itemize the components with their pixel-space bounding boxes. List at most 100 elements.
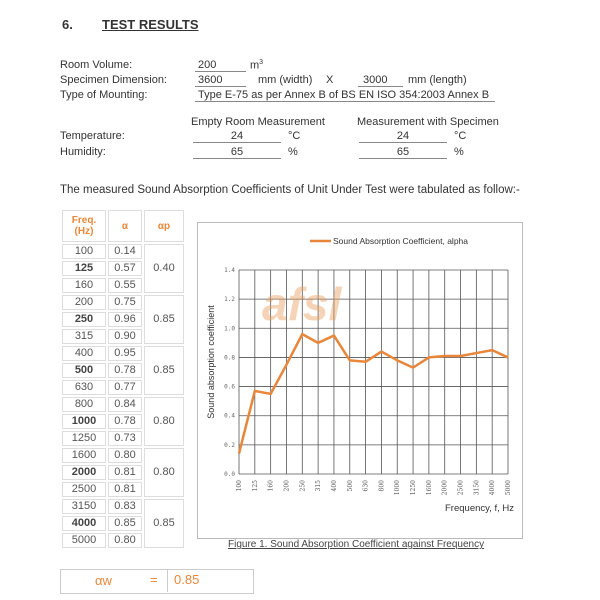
watermark-logo: afsl <box>262 278 342 330</box>
alpha-p-cell: 0.80 <box>144 448 184 497</box>
table-row: 200 0.75 0.85 <box>62 295 184 344</box>
table-row: 125 0.57 <box>62 261 184 276</box>
alpha-cell: 0.84 <box>108 397 142 412</box>
table-row: 1250 0.73 <box>62 431 184 446</box>
temperature-unit: °C <box>288 130 301 142</box>
specimen-width-unit: mm (width) <box>258 74 313 86</box>
alpha-cell: 0.78 <box>108 363 142 378</box>
freq-cell: 800 <box>62 397 106 412</box>
y-tick-label: 0.2 <box>224 442 235 449</box>
mounting-value: Type E-75 as per Annex B of BS EN ISO 35… <box>195 89 495 102</box>
chart-frame <box>197 222 523 539</box>
figure-caption: Figure 1. Sound Absorption Coefficient a… <box>228 539 485 550</box>
y-tick-label: 0.8 <box>224 354 235 361</box>
series-line <box>237 332 509 454</box>
room-volume-value: 200 <box>195 59 246 72</box>
freq-cell: 160 <box>62 278 106 293</box>
temperature-empty: 24 <box>193 130 281 143</box>
weighted-alpha-value: 0.85 <box>174 572 200 587</box>
freq-cell: 125 <box>62 261 106 276</box>
intro-text: The measured Sound Absorption Coefficien… <box>60 184 520 196</box>
table-row: 1600 0.80 0.80 <box>62 448 184 497</box>
alpha-cell: 0.95 <box>108 346 142 361</box>
humidity-label: Humidity: <box>60 146 106 158</box>
specimen-x: X <box>326 74 334 86</box>
freq-cell: 1250 <box>62 431 106 446</box>
x-tick-label: 1600 <box>426 480 433 495</box>
x-tick-label: 1000 <box>394 480 401 495</box>
header-alpha-p: αp <box>144 210 184 242</box>
alpha-p-cell: 0.85 <box>144 346 184 395</box>
x-tick-label: 100 <box>236 480 243 492</box>
table-row: 630 0.77 <box>62 380 184 395</box>
x-tick-label: 500 <box>347 480 354 492</box>
y-axis-label: Sound absorption coefficient <box>206 305 216 419</box>
specimen-length: 3000 <box>358 74 403 87</box>
table-row: 5000 0.80 <box>62 533 184 548</box>
x-tick-label: 2500 <box>458 480 465 495</box>
y-tick-label: 1.2 <box>224 296 235 303</box>
mounting-label: Type of Mounting: <box>60 89 148 101</box>
y-tick-label: 0.0 <box>224 471 235 478</box>
freq-cell: 1600 <box>62 448 106 463</box>
table-row: 4000 0.85 <box>62 516 184 531</box>
alpha-cell: 0.80 <box>108 533 142 548</box>
alpha-cell: 0.14 <box>108 244 142 259</box>
absorption-table: Freq. (Hz) α αp 100 0.14 0.40 125 0.57 160 0.5… <box>60 208 186 550</box>
y-tick-label: 0.4 <box>224 413 235 420</box>
humidity-specimen: 65 <box>359 146 447 159</box>
x-axis-label: Frequency, f, Hz <box>445 503 514 514</box>
y-tick-label: 1.0 <box>224 325 235 332</box>
specimen-length-unit: mm (length) <box>408 74 467 86</box>
section-title: TEST RESULTS <box>102 17 199 32</box>
alpha-p-cell: 0.80 <box>144 397 184 446</box>
freq-cell: 4000 <box>62 516 106 531</box>
freq-cell: 5000 <box>62 533 106 548</box>
freq-cell: 200 <box>62 295 106 310</box>
empty-room-header: Empty Room Measurement <box>191 116 325 128</box>
alpha-cell: 0.80 <box>108 448 142 463</box>
x-tick-label: 2000 <box>442 480 449 495</box>
alpha-p-cell: 0.85 <box>144 499 184 548</box>
legend-label: Sound Absorption Coefficient, alpha <box>333 236 468 246</box>
y-tick-label: 1.4 <box>224 267 235 274</box>
freq-cell: 2000 <box>62 465 106 480</box>
humidity-unit-2: % <box>454 146 464 158</box>
alpha-p-cell: 0.85 <box>144 295 184 344</box>
header-freq: Freq. (Hz) <box>62 210 106 242</box>
weighted-divider <box>167 570 168 592</box>
table-row: 500 0.78 <box>62 363 184 378</box>
table-row: 315 0.90 <box>62 329 184 344</box>
alpha-p-cell: 0.40 <box>144 244 184 293</box>
alpha-cell: 0.81 <box>108 482 142 497</box>
x-tick-label: 315 <box>315 480 322 492</box>
header-alpha: α <box>108 210 142 242</box>
table-row: 2500 0.81 <box>62 482 184 497</box>
table-row: 1000 0.78 <box>62 414 184 429</box>
alpha-cell: 0.55 <box>108 278 142 293</box>
x-tick-label: 4000 <box>489 480 496 495</box>
alpha-cell: 0.77 <box>108 380 142 395</box>
freq-cell: 2500 <box>62 482 106 497</box>
x-tick-label: 250 <box>299 480 306 492</box>
x-tick-label: 400 <box>331 480 338 492</box>
x-tick-label: 200 <box>283 480 290 492</box>
weighted-alpha-label: αw <box>95 573 112 588</box>
humidity-empty: 65 <box>193 146 281 159</box>
section-number: 6. <box>62 17 73 32</box>
table-row: 100 0.14 0.40 <box>62 244 184 293</box>
x-tick-label: 1250 <box>410 480 417 495</box>
x-tick-label: 125 <box>252 480 259 492</box>
alpha-cell: 0.96 <box>108 312 142 327</box>
y-tick-label: 0.6 <box>224 384 235 391</box>
freq-cell: 3150 <box>62 499 106 514</box>
x-tick-label: 630 <box>363 480 370 492</box>
freq-cell: 315 <box>62 329 106 344</box>
specimen-label: Specimen Dimension: <box>60 74 167 86</box>
table-row: 3150 0.83 0.85 <box>62 499 184 548</box>
table-row: 160 0.55 <box>62 278 184 293</box>
freq-cell: 630 <box>62 380 106 395</box>
x-tick-label: 160 <box>268 480 275 492</box>
